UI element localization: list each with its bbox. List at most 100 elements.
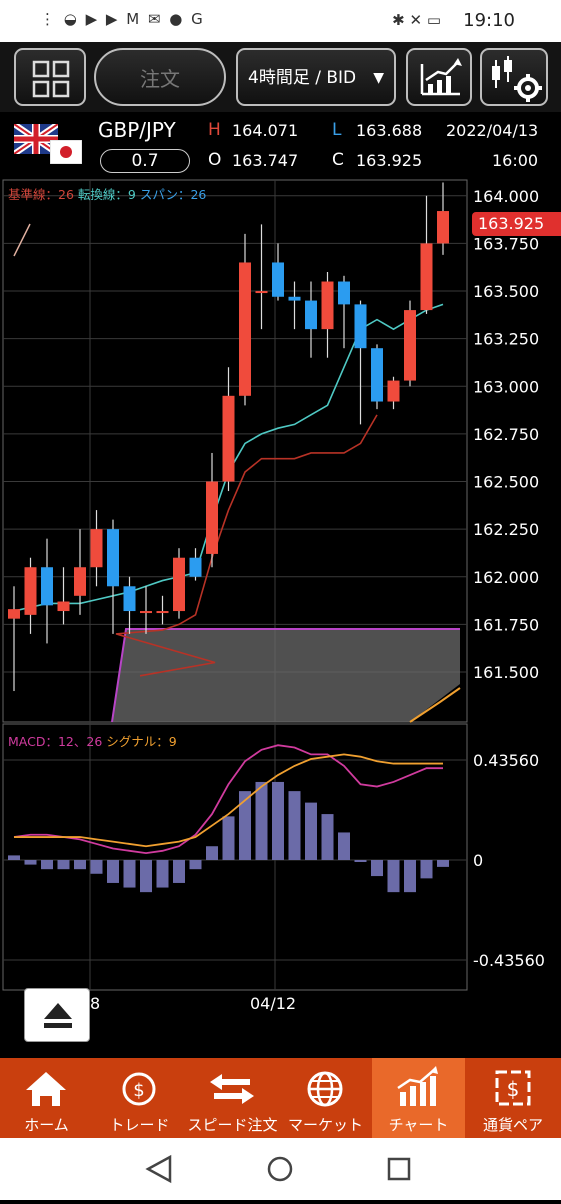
ichimoku-legend: 基準線：26 転換線：9 スパン：26	[8, 184, 206, 203]
kijun-legend: 基準線：26	[8, 187, 74, 202]
cloud-span-a	[111, 628, 460, 723]
price-axis-label-7: 162.250	[473, 520, 539, 539]
order-button[interactable]: 注文	[94, 48, 226, 106]
svg-text:$: $	[133, 1080, 144, 1101]
status-time: 19:10	[463, 10, 515, 31]
macd-histogram-bar	[123, 860, 136, 888]
chart-settings-button[interactable]	[480, 48, 548, 106]
signal-legend-label: シグナル：9	[106, 734, 177, 749]
low-value: 163.688	[356, 121, 423, 140]
macd-histogram-bar	[140, 860, 152, 893]
macd-legend-label: MACD：12、26	[8, 734, 103, 749]
candle-body	[206, 481, 218, 554]
quote-time: 16:00	[492, 151, 539, 170]
candle-body	[222, 395, 235, 482]
high-label: H	[208, 120, 221, 140]
date-label-0: 8	[90, 994, 101, 1013]
price-axis-label-10: 161.500	[473, 663, 539, 682]
nav-trade[interactable]: $ トレード	[93, 1058, 186, 1138]
price-axis-label-8: 162.000	[473, 568, 539, 587]
nav-market-label: マーケット	[287, 1116, 363, 1134]
candle-body	[288, 296, 301, 301]
nav-home[interactable]: ホーム	[0, 1058, 93, 1138]
candle-body	[272, 262, 284, 297]
cloud-span-b	[409, 687, 461, 723]
chikou-span-line	[13, 223, 31, 257]
dropdown-caret-icon: ▼	[373, 70, 384, 86]
macd-histogram-bar	[371, 860, 383, 877]
macd-line	[13, 744, 443, 855]
macd-histogram-bar	[222, 816, 235, 860]
collapse-panel-button[interactable]	[24, 988, 90, 1042]
price-chart[interactable]: 164.000 163.750 163.500 163.250 163.000 162.7…	[0, 178, 561, 1058]
menu-grid-button[interactable]	[14, 48, 86, 106]
chart-type-button[interactable]	[406, 48, 472, 106]
candle-body	[404, 310, 416, 381]
candle-body	[140, 611, 152, 614]
macd-histogram-bar	[420, 860, 433, 879]
signal-line	[14, 753, 443, 848]
nav-currency-pair-label: 通貨ペア	[482, 1116, 543, 1134]
currency-pair-icon: $	[495, 1070, 531, 1106]
back-icon[interactable]	[145, 1154, 172, 1184]
candle-body	[305, 300, 317, 330]
nav-trade-label: トレード	[109, 1116, 170, 1134]
open-label: O	[208, 150, 222, 170]
nav-chart[interactable]: チャート	[372, 1058, 465, 1138]
price-axis-label-0: 164.000	[473, 187, 539, 206]
macd-histogram-bar	[8, 855, 20, 860]
macd-histogram-bar	[321, 814, 334, 860]
candle-body	[74, 567, 86, 596]
macd-histogram-bar	[305, 802, 317, 860]
nav-speed-order-label: スピード注文	[187, 1116, 278, 1134]
order-button-label: 注文	[140, 67, 180, 91]
nav-home-label: ホーム	[24, 1116, 69, 1134]
price-axis-label-4: 163.000	[473, 377, 539, 396]
nav-market[interactable]: マーケット	[279, 1058, 372, 1138]
macd-histogram-bar	[338, 832, 350, 860]
eject-icon	[44, 1003, 72, 1028]
price-axis-label-5: 162.750	[473, 425, 539, 444]
candle-body	[90, 529, 103, 568]
home-icon	[26, 1072, 66, 1106]
instrument-info: GBP/JPY 0.7 H 164.071 L 163.688 O 163.74…	[0, 112, 561, 178]
candle-body	[371, 348, 383, 402]
candle-body	[255, 291, 268, 294]
macd-histogram-bar	[437, 860, 449, 867]
close-label: C	[332, 150, 344, 170]
price-axis-label-6: 162.500	[473, 473, 539, 492]
candle-body	[57, 601, 70, 612]
macd-histogram-bar	[156, 860, 169, 888]
spread-badge: 0.7	[100, 149, 190, 173]
low-label: L	[332, 120, 342, 140]
candle-body	[354, 304, 367, 349]
macd-axis-label-1: 0	[473, 851, 483, 870]
span-legend: スパン：26	[139, 187, 207, 202]
timeframe-dropdown[interactable]: 4時間足 / BID ▼	[236, 48, 396, 106]
recents-icon[interactable]	[387, 1157, 411, 1181]
macd-histogram-bar	[90, 860, 103, 874]
candle-body	[41, 567, 53, 606]
svg-text:$: $	[507, 1077, 520, 1101]
macd-histogram-bar	[41, 860, 53, 870]
macd-histogram-bar	[404, 860, 416, 893]
candle-body	[387, 380, 400, 402]
nav-chart-label: チャート	[388, 1116, 449, 1134]
macd-histogram-bar	[173, 860, 185, 883]
quote-date: 2022/04/13	[446, 121, 539, 140]
macd-histogram-bar	[272, 781, 284, 860]
nav-currency-pair[interactable]: $ 通貨ペア	[465, 1058, 561, 1138]
candle-settings-icon	[492, 56, 542, 102]
status-right-icons: ✱ ✕ ▭	[392, 11, 441, 29]
price-axis-label-1: 163.750	[473, 234, 539, 253]
macd-histogram-bar	[288, 791, 301, 860]
grid-icon	[32, 60, 70, 98]
candle-body	[8, 609, 20, 619]
macd-histogram-bar	[24, 860, 37, 865]
macd-histogram-bar	[57, 860, 70, 870]
macd-axis-label-2: -0.43560	[473, 951, 545, 970]
candle-body	[123, 586, 136, 612]
macd-histogram-bar	[206, 846, 218, 860]
home-circle-icon[interactable]	[267, 1156, 293, 1182]
nav-speed-order[interactable]: スピード注文	[186, 1058, 279, 1138]
